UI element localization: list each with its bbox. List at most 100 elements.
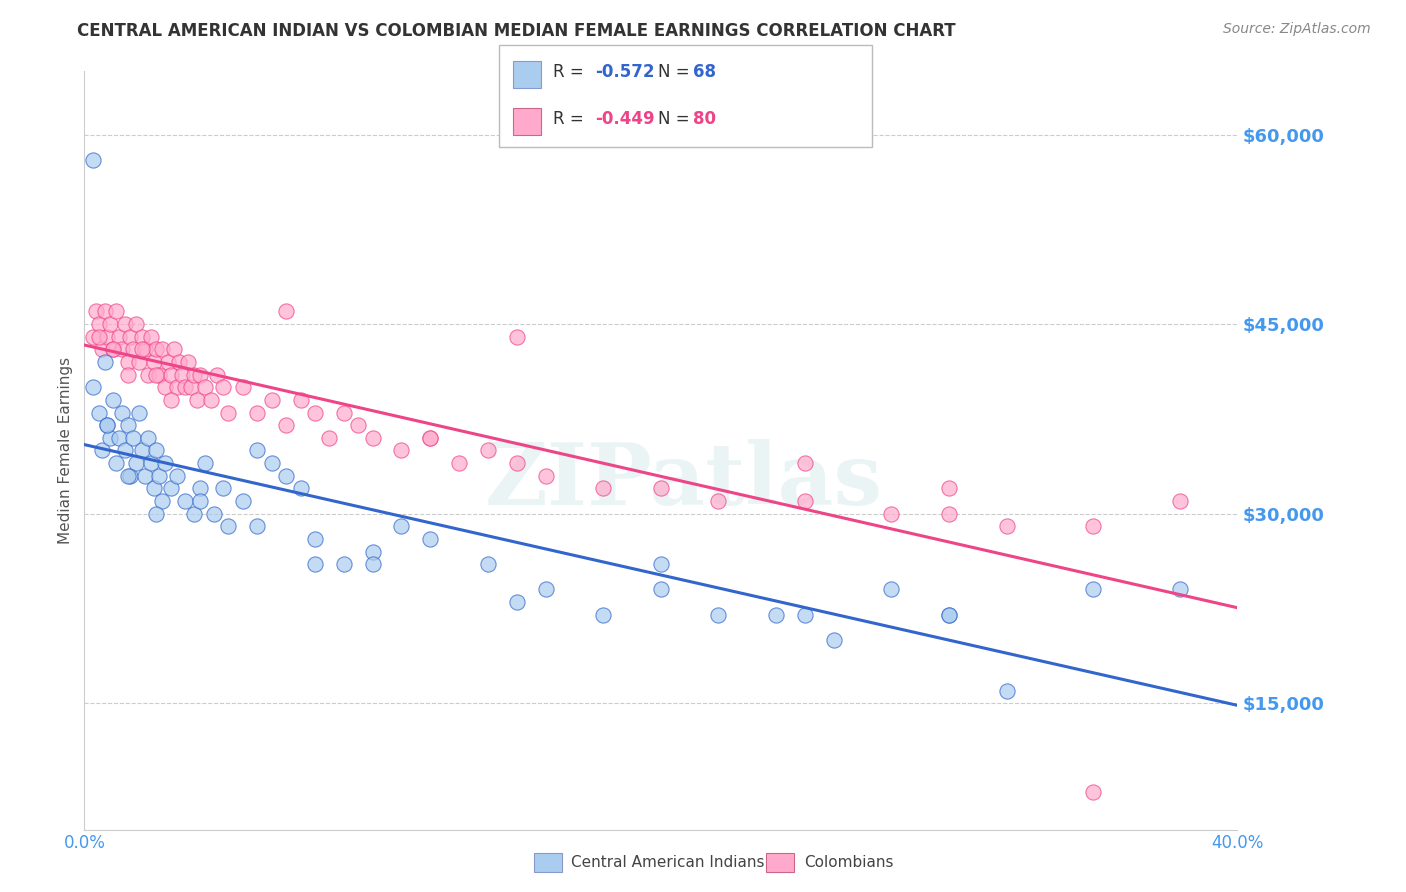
Point <box>174 380 197 394</box>
Point <box>304 405 326 420</box>
Point <box>290 392 312 407</box>
Point <box>117 368 139 382</box>
Point <box>111 343 134 357</box>
Point <box>534 582 557 597</box>
Text: -0.449: -0.449 <box>595 111 654 128</box>
Point <box>128 355 150 369</box>
Point <box>108 330 131 344</box>
Point <box>218 405 240 420</box>
Point <box>84 304 107 318</box>
Point <box>1168 582 1191 597</box>
Point <box>361 557 384 572</box>
Point <box>125 317 148 331</box>
Point <box>232 380 254 394</box>
Point <box>1083 785 1105 799</box>
Point <box>246 405 269 420</box>
Point <box>87 405 110 420</box>
Point <box>145 443 167 458</box>
Point <box>131 330 153 344</box>
Point <box>166 380 188 394</box>
Point <box>183 368 205 382</box>
Text: Source: ZipAtlas.com: Source: ZipAtlas.com <box>1223 22 1371 37</box>
Point <box>105 456 128 470</box>
Point <box>134 343 156 357</box>
Text: N =: N = <box>658 63 695 81</box>
Point <box>880 582 903 597</box>
Point <box>117 418 139 433</box>
Point <box>142 482 165 496</box>
Point <box>93 355 115 369</box>
Point <box>145 507 167 521</box>
Point <box>995 683 1018 698</box>
Point <box>333 405 356 420</box>
Point <box>148 468 170 483</box>
Point <box>139 456 162 470</box>
Point <box>707 607 730 622</box>
Point <box>347 418 370 433</box>
Point <box>477 557 499 572</box>
Point <box>260 456 283 470</box>
Point <box>117 468 139 483</box>
Point <box>98 431 121 445</box>
Point <box>534 468 557 483</box>
Text: 68: 68 <box>693 63 716 81</box>
Point <box>304 557 326 572</box>
Point <box>794 494 817 508</box>
Point <box>125 456 148 470</box>
Point <box>194 380 217 394</box>
Point <box>142 355 165 369</box>
Point <box>90 343 112 357</box>
Point <box>823 633 845 648</box>
Point <box>114 443 136 458</box>
Point <box>650 557 672 572</box>
Point <box>880 507 903 521</box>
Point <box>650 482 672 496</box>
Point <box>211 482 233 496</box>
Point <box>180 380 202 394</box>
Point <box>449 456 471 470</box>
Point <box>139 330 162 344</box>
Point <box>200 392 222 407</box>
Point <box>174 494 197 508</box>
Point <box>218 519 240 533</box>
Point <box>93 304 115 318</box>
Point <box>82 153 104 167</box>
Point <box>82 380 104 394</box>
Point <box>150 343 173 357</box>
Point <box>111 405 134 420</box>
Point <box>650 582 672 597</box>
Point <box>148 368 170 382</box>
Point <box>188 368 211 382</box>
Point <box>290 482 312 496</box>
Point <box>87 317 110 331</box>
Point <box>506 595 529 609</box>
Point <box>938 607 960 622</box>
Point <box>183 507 205 521</box>
Point <box>995 519 1018 533</box>
Point <box>96 418 118 433</box>
Point <box>153 380 176 394</box>
Point <box>794 456 817 470</box>
Point <box>1083 582 1105 597</box>
Point <box>1168 494 1191 508</box>
Point <box>318 431 340 445</box>
Point <box>506 456 529 470</box>
Y-axis label: Median Female Earnings: Median Female Earnings <box>58 357 73 544</box>
Point <box>938 482 960 496</box>
Point <box>169 355 191 369</box>
Point <box>205 368 228 382</box>
Point <box>938 507 960 521</box>
Point <box>108 431 131 445</box>
Point <box>276 304 298 318</box>
Point <box>156 355 179 369</box>
Point <box>211 380 233 394</box>
Point <box>391 519 413 533</box>
Point <box>177 355 200 369</box>
Point <box>136 431 159 445</box>
Text: Colombians: Colombians <box>804 855 894 870</box>
Point <box>128 405 150 420</box>
Text: CENTRAL AMERICAN INDIAN VS COLOMBIAN MEDIAN FEMALE EARNINGS CORRELATION CHART: CENTRAL AMERICAN INDIAN VS COLOMBIAN MED… <box>77 22 956 40</box>
Point <box>117 355 139 369</box>
Point <box>592 482 614 496</box>
Point <box>105 304 128 318</box>
